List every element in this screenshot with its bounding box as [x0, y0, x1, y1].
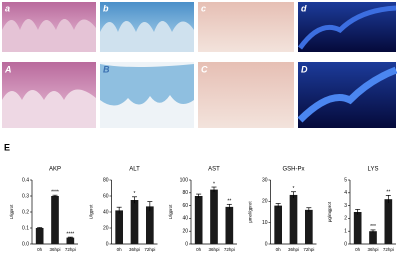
y-tick-label: 60	[103, 193, 109, 199]
chart-title: ALT	[129, 167, 140, 173]
y-tick-label: 40	[103, 209, 109, 215]
x-tick-label: 72hpi	[303, 247, 314, 252]
y-tick-label: 20	[182, 229, 188, 235]
y-axis-label: U/gprot	[168, 204, 173, 220]
y-tick-label: 1	[344, 229, 347, 235]
bar	[130, 200, 139, 244]
chart-title: AST	[208, 167, 220, 173]
y-tick-label: 0.1	[22, 225, 29, 231]
x-tick-label: 0h	[196, 247, 202, 252]
bar	[66, 237, 75, 244]
panel-label: b	[103, 3, 109, 13]
bar	[210, 189, 218, 244]
tissue-fold	[100, 64, 194, 106]
y-tick-label: 0	[344, 241, 347, 247]
significance-label: ***	[370, 224, 376, 230]
tissue-fold	[297, 66, 398, 123]
y-tick-label: 80	[182, 190, 188, 196]
x-tick-label: 36hpi	[288, 247, 299, 252]
significance-label: *	[213, 181, 215, 187]
bar	[51, 196, 59, 244]
panel-label: D	[301, 64, 308, 74]
y-tick-label: 20	[103, 225, 109, 231]
x-tick-label: 36hpi	[129, 247, 140, 252]
y-tick-label: 20	[262, 199, 268, 205]
y-axis-label: μg/mgprot	[327, 201, 332, 222]
y-tick-label: 4	[344, 190, 347, 196]
y-axis-label: U/gprot	[89, 204, 94, 220]
y-tick-label: 40	[182, 216, 188, 222]
image-D	[298, 62, 396, 128]
x-tick-label: 72hpi	[224, 247, 235, 252]
y-tick-label: 0	[185, 241, 188, 247]
tissue-fold	[2, 89, 96, 128]
bar	[194, 196, 203, 244]
x-tick-label: 0h	[355, 247, 361, 252]
y-tick-label: 0.2	[22, 209, 29, 215]
y-tick-label: 0.0	[22, 241, 29, 247]
panel-labels: a b c d A B C D	[4, 3, 308, 74]
panel-label: B	[103, 64, 110, 74]
y-tick-label: 0.4	[22, 177, 29, 183]
y-tick-label: 80	[103, 177, 109, 183]
x-tick-label: 36hpi	[208, 247, 219, 252]
significance-label: *	[134, 191, 136, 197]
y-axis-label: U/gprot	[9, 204, 14, 220]
bar	[274, 205, 282, 244]
x-tick-label: 36hpi	[49, 247, 60, 252]
y-tick-label: 3	[344, 203, 347, 209]
y-tick-label: 0.3	[22, 193, 29, 199]
x-tick-label: 72hpi	[144, 247, 155, 252]
panel-label: c	[201, 3, 206, 13]
chart-title: GSH-Px	[282, 167, 304, 173]
bar	[289, 194, 298, 244]
figure-label: E	[4, 142, 10, 152]
bar	[115, 210, 123, 244]
bar	[305, 209, 313, 244]
x-tick-label: 72hpi	[383, 247, 394, 252]
bar	[384, 199, 393, 244]
significance-label: ****	[51, 190, 59, 196]
y-tick-label: 30	[262, 177, 268, 183]
chart-title: AKP	[49, 167, 61, 173]
image-C	[198, 62, 294, 128]
tissue-fold	[2, 19, 96, 52]
x-tick-label: 0h	[37, 247, 43, 252]
bar	[35, 228, 44, 244]
bar	[225, 206, 234, 244]
y-tick-label: 2	[344, 216, 347, 222]
tissue-fold	[100, 21, 194, 52]
significance-label: **	[386, 190, 390, 196]
chart-title: LYS	[368, 167, 379, 173]
x-tick-label: 0h	[117, 247, 123, 252]
significance-label: ****	[66, 231, 74, 237]
bar	[369, 231, 377, 244]
bar	[146, 206, 154, 244]
significance-label: *	[293, 186, 295, 192]
x-tick-label: 72hpi	[65, 247, 76, 252]
x-tick-label: 0h	[276, 247, 282, 252]
y-tick-label: 60	[182, 203, 188, 209]
y-tick-label: 100	[180, 177, 189, 183]
tissue-fold	[297, 5, 397, 50]
y-tick-label: 5	[344, 177, 347, 183]
y-tick-label: 0	[265, 241, 268, 247]
panel-label: a	[5, 3, 10, 13]
x-tick-label: 36hpi	[367, 247, 378, 252]
bar	[353, 212, 362, 244]
micrographs	[2, 2, 398, 128]
y-tick-label: 10	[262, 220, 268, 226]
panel-label: d	[301, 3, 307, 13]
image-c	[198, 2, 294, 52]
y-tick-label: 0	[106, 241, 109, 247]
panel-label: A	[4, 64, 12, 74]
y-axis-label: μmol/gprot	[248, 201, 253, 223]
significance-label: **	[227, 199, 231, 205]
panel-label: C	[201, 64, 208, 74]
